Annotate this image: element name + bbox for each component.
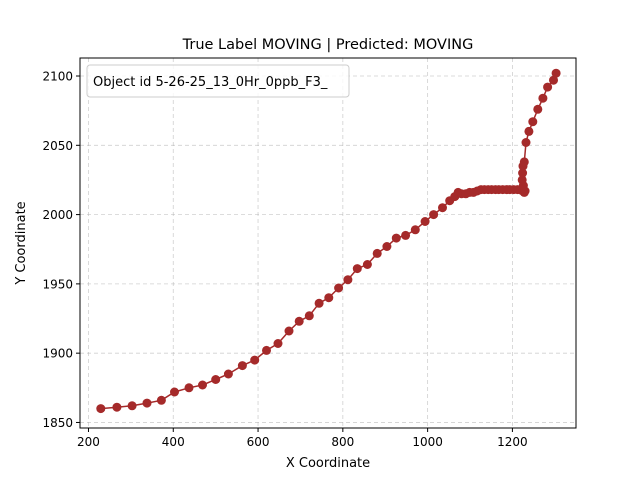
data-point xyxy=(223,369,233,379)
x-tick-label: 1200 xyxy=(497,435,528,449)
data-point xyxy=(352,264,362,274)
data-point xyxy=(314,298,324,308)
data-point xyxy=(549,75,558,85)
data-point xyxy=(517,175,527,185)
x-tick-label: 800 xyxy=(331,435,354,449)
data-point xyxy=(127,401,137,411)
data-point xyxy=(429,210,439,220)
data-point xyxy=(343,275,353,285)
data-point xyxy=(304,311,314,321)
data-point xyxy=(334,283,344,293)
data-point xyxy=(391,233,401,243)
data-point xyxy=(294,316,304,326)
data-point xyxy=(211,375,221,384)
x-tick-label: 1000 xyxy=(412,435,443,449)
data-point xyxy=(524,126,534,136)
x-axis-label: X Coordinate xyxy=(286,456,370,471)
data-point xyxy=(538,93,548,103)
data-point xyxy=(250,355,260,365)
x-tick-label: 600 xyxy=(247,435,270,449)
y-tick-label: 2050 xyxy=(42,139,73,153)
y-tick-label: 2000 xyxy=(42,208,73,222)
data-point xyxy=(362,260,372,269)
legend: Object id 5-26-25_13_0Hr_0ppb_F3_ xyxy=(86,64,350,98)
y-tick-label: 1850 xyxy=(42,416,73,430)
data-point xyxy=(170,387,179,397)
data-point xyxy=(262,345,271,355)
data-point xyxy=(96,404,106,414)
y-tick-label: 1950 xyxy=(42,277,73,291)
y-axis-label: Y Coordinate xyxy=(14,201,29,285)
data-point xyxy=(324,293,334,303)
data-point xyxy=(533,104,543,114)
data-point xyxy=(519,157,529,167)
data-point xyxy=(372,248,382,258)
data-point xyxy=(198,380,207,390)
data-point xyxy=(401,230,411,240)
data-point xyxy=(112,402,122,412)
data-point xyxy=(284,326,294,336)
data-point xyxy=(543,82,553,92)
x-axis-ticks: 200 400 600 800 1000 1200 xyxy=(77,428,528,449)
data-point xyxy=(382,242,392,251)
data-point xyxy=(551,68,561,78)
data-point xyxy=(410,225,420,235)
data-point xyxy=(528,117,538,127)
data-point xyxy=(156,395,166,405)
series-layer xyxy=(96,68,561,414)
data-point xyxy=(273,339,283,348)
data-point xyxy=(518,168,528,178)
data-point xyxy=(237,361,247,371)
legend-label: Object id 5-26-25_13_0Hr_0ppb_F3_ xyxy=(93,75,328,90)
data-point xyxy=(184,383,194,393)
x-tick-label: 400 xyxy=(162,435,185,449)
legend-box xyxy=(86,64,350,98)
data-point xyxy=(142,398,152,408)
data-point xyxy=(420,217,430,226)
chart-title: True Label MOVING | Predicted: MOVING xyxy=(182,37,474,53)
y-axis-ticks: 1850 1900 1950 2000 2050 2100 xyxy=(42,70,80,430)
data-point xyxy=(438,203,447,213)
data-point xyxy=(521,138,531,147)
y-tick-label: 1900 xyxy=(42,347,73,361)
x-tick-label: 200 xyxy=(77,435,100,449)
grid xyxy=(80,58,576,428)
y-tick-label: 2100 xyxy=(42,70,73,84)
axes-frame xyxy=(79,57,577,429)
